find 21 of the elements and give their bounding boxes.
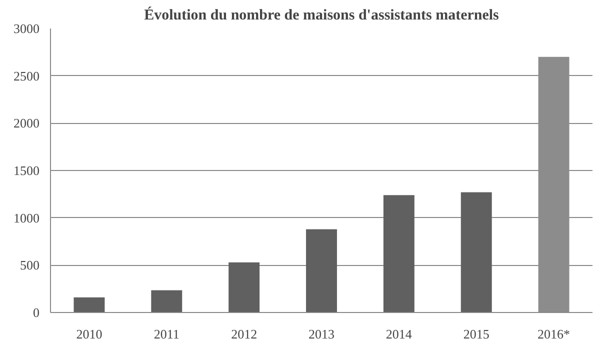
bar bbox=[74, 297, 105, 312]
y-tick-label: 500 bbox=[20, 258, 40, 273]
y-tick-label: 1500 bbox=[14, 163, 40, 178]
bar bbox=[228, 262, 260, 312]
bar bbox=[460, 192, 492, 312]
bar bbox=[151, 290, 182, 312]
x-tick-label: 2010 bbox=[76, 326, 102, 342]
bar bbox=[383, 195, 414, 312]
x-tick-label: 2016* bbox=[538, 326, 570, 342]
x-tick-label: 2015 bbox=[463, 326, 490, 342]
x-tick-label: 2012 bbox=[231, 326, 258, 342]
y-tick-label: 2000 bbox=[14, 116, 40, 131]
y-tick-label: 3000 bbox=[14, 21, 40, 36]
chart-title: Évolution du nombre de maisons d'assistants maternels bbox=[144, 6, 500, 24]
x-tick-label: 2011 bbox=[154, 326, 180, 342]
x-tick-label: 2014 bbox=[386, 326, 412, 342]
bar bbox=[306, 229, 337, 312]
y-tick-label: 0 bbox=[33, 305, 40, 320]
y-tick-label: 1000 bbox=[14, 210, 40, 226]
y-tick-label: 2500 bbox=[14, 68, 40, 84]
x-tick-label: 2013 bbox=[308, 326, 334, 342]
